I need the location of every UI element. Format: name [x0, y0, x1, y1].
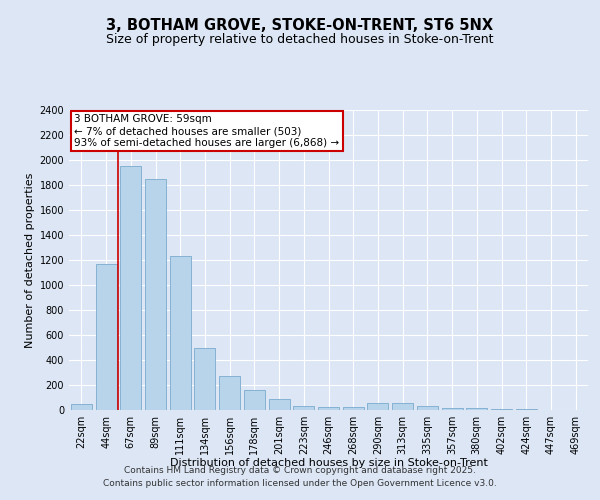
X-axis label: Distribution of detached houses by size in Stoke-on-Trent: Distribution of detached houses by size …	[170, 458, 487, 468]
Bar	[392, 403, 413, 410]
Bar	[343, 407, 364, 410]
Bar	[417, 406, 438, 410]
Text: Size of property relative to detached houses in Stoke-on-Trent: Size of property relative to detached ho…	[106, 32, 494, 46]
Bar	[120, 166, 141, 410]
Bar	[491, 409, 512, 410]
Bar	[293, 406, 314, 410]
Bar	[466, 408, 487, 410]
Text: 3 BOTHAM GROVE: 59sqm
← 7% of detached houses are smaller (503)
93% of semi-deta: 3 BOTHAM GROVE: 59sqm ← 7% of detached h…	[74, 114, 340, 148]
Bar	[71, 404, 92, 410]
Text: 3, BOTHAM GROVE, STOKE-ON-TRENT, ST6 5NX: 3, BOTHAM GROVE, STOKE-ON-TRENT, ST6 5NX	[106, 18, 494, 32]
Bar	[318, 407, 339, 410]
Bar	[367, 402, 388, 410]
Bar	[170, 256, 191, 410]
Bar	[244, 390, 265, 410]
Bar	[194, 348, 215, 410]
Text: Contains HM Land Registry data © Crown copyright and database right 2025.
Contai: Contains HM Land Registry data © Crown c…	[103, 466, 497, 487]
Bar	[269, 399, 290, 410]
Y-axis label: Number of detached properties: Number of detached properties	[25, 172, 35, 348]
Bar	[442, 408, 463, 410]
Bar	[145, 179, 166, 410]
Bar	[219, 376, 240, 410]
Bar	[95, 264, 116, 410]
